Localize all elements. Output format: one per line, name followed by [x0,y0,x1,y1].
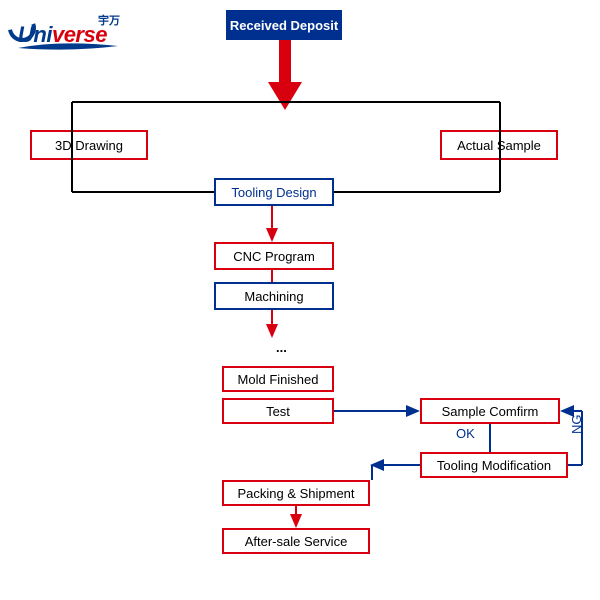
edge-label-ok: OK [456,426,475,441]
node-confirm: Sample Comfirm [420,398,560,424]
ellipsis: ... [268,336,295,359]
node-packing: Packing & Shipment [222,480,370,506]
node-test: Test [222,398,334,424]
arrow-deposit-down [268,40,302,110]
node-sample: Actual Sample [440,130,558,160]
node-deposit: Received Deposit [226,10,342,40]
logo: Universe [18,22,107,48]
node-modification: Tooling Modification [420,452,568,478]
node-tooling: Tooling Design [214,178,334,206]
logo-chinese: 宇万 [98,12,120,28]
node-afterSale: After-sale Service [222,528,370,554]
logo-part1: Uni [18,22,52,47]
node-cnc: CNC Program [214,242,334,270]
edge-label-ng: NG [569,415,584,435]
node-machining: Machining [214,282,334,310]
node-drawing: 3D Drawing [30,130,148,160]
node-mold: Mold Finished [222,366,334,392]
